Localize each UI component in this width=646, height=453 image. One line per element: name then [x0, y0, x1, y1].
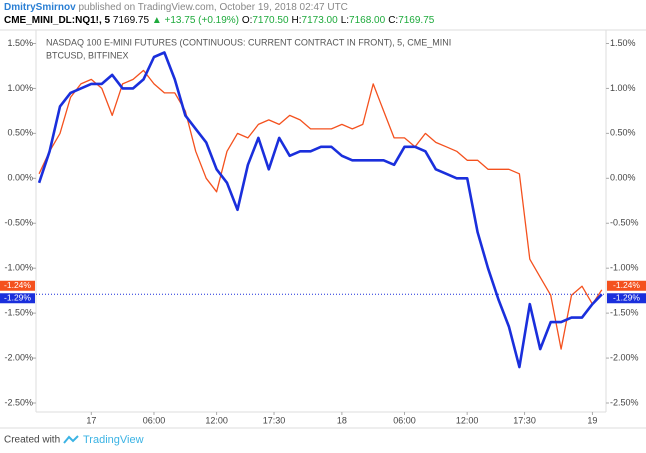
x-tick-label: 17:30 [263, 415, 286, 425]
x-tick-label: 18 [337, 415, 347, 425]
y-tick-label: 1.00% [7, 83, 33, 93]
ohlc-value: 7173.00 [301, 15, 338, 26]
ticker: CME_MINI_DL:NQ1!, 5 7169.75 ▲ +13.75 (+0… [4, 15, 437, 26]
footer-text: Created with [4, 435, 60, 446]
y-tick-label: -0.50% [610, 218, 639, 228]
legend-entry: BTCUSD, BITFINEX [46, 50, 129, 60]
last-value-box [607, 280, 646, 291]
author[interactable]: DmitrySmirnov [4, 2, 76, 13]
y-tick-label: -2.50% [610, 397, 639, 407]
y-tick-label: 0.00% [7, 173, 33, 183]
y-tick-label: -1.00% [610, 263, 639, 273]
ohlc-value: 7169.75 [398, 15, 435, 26]
ohlc-key: L: [340, 15, 350, 26]
header: DmitrySmirnov published on TradingView.c… [4, 2, 348, 13]
y-tick-label: -1.50% [610, 308, 639, 318]
last-value-label: -1.29% [613, 293, 640, 303]
ohlc-key: O: [241, 15, 253, 26]
y-tick-label: 1.00% [610, 83, 636, 93]
y-tick-label: 1.50% [610, 38, 636, 48]
x-tick-label: 06:00 [393, 415, 416, 425]
y-tick-label: 0.00% [610, 173, 636, 183]
ohlc: O:7170.50 H:7173.00 L:7168.00 C:7169.75 [242, 15, 438, 26]
series-line [37, 51, 603, 369]
last-value-label: -1.24% [4, 280, 31, 290]
ohlc-value: 7170.50 [252, 15, 289, 26]
symbol: CME_MINI_DL:NQ1!, 5 [4, 15, 111, 26]
series-line [38, 69, 603, 350]
published: published on TradingView.com, October 19… [78, 2, 348, 13]
change: ▲ +13.75 (+0.19%) [151, 15, 240, 26]
y-tick-label: 0.50% [610, 128, 636, 138]
ohlc-value: 7168.00 [349, 15, 386, 26]
last-value-box [0, 280, 35, 291]
last-value-label: -1.24% [613, 280, 640, 290]
x-tick-label: 06:00 [143, 415, 166, 425]
y-tick-label: -2.50% [4, 397, 33, 407]
x-tick-label: 12:00 [205, 415, 228, 425]
y-tick-label: -1.00% [4, 263, 33, 273]
legend-entry: NASDAQ 100 E-MINI FUTURES (CONTINUOUS: C… [46, 37, 451, 47]
price: 7169.75 [112, 15, 150, 26]
y-tick-label: -2.00% [610, 352, 639, 362]
x-tick-label: 19 [587, 415, 597, 425]
y-tick-label: -1.50% [4, 308, 33, 318]
y-tick-label: -2.00% [4, 352, 33, 362]
ohlc-key: C: [388, 15, 399, 26]
last-value-box [607, 293, 646, 304]
ohlc-key: H: [291, 15, 302, 26]
x-tick-label: 17:30 [513, 415, 536, 425]
x-tick-label: 12:00 [456, 415, 479, 425]
y-tick-label: -0.50% [4, 218, 33, 228]
y-tick-label: 0.50% [7, 128, 33, 138]
x-tick-label: 17 [86, 415, 96, 425]
last-value-label: -1.29% [4, 293, 31, 303]
last-value-box [0, 293, 35, 304]
logo [63, 435, 79, 444]
footer-brand[interactable]: TradingView [83, 434, 144, 446]
y-tick-label: 1.50% [7, 38, 33, 48]
